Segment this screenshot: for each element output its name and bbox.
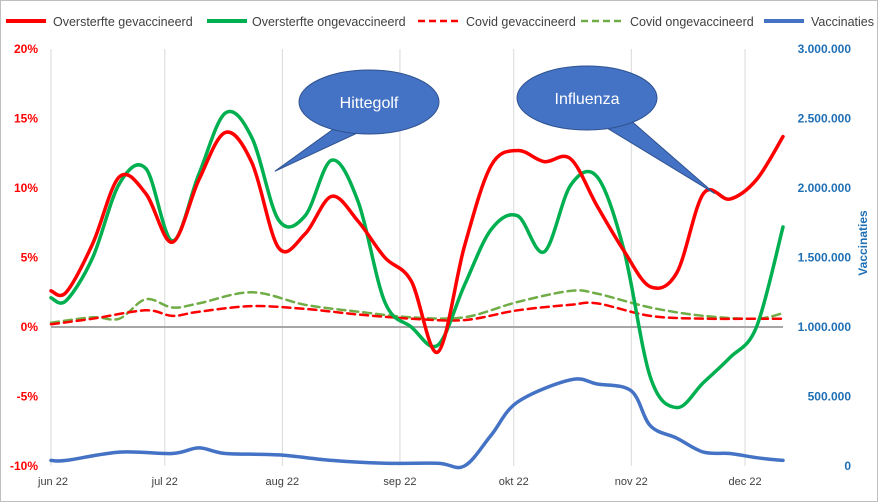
- x-tick-label: dec 22: [729, 476, 762, 488]
- y2-tick-label: 0: [844, 459, 851, 473]
- x-tick-label: jul 22: [151, 476, 178, 488]
- callout-bubble: [298, 69, 440, 135]
- legend-label: Covid ongevaccineerd: [630, 15, 754, 29]
- y-tick-label: 5%: [21, 251, 39, 265]
- legend-item: Covid ongevaccineerd: [581, 15, 754, 29]
- gridlines: [50, 49, 746, 466]
- callout-label: Hittegolf: [340, 95, 399, 112]
- y-tick-label: 10%: [14, 181, 38, 195]
- legend-item: Oversterfte gevaccineerd: [6, 15, 193, 29]
- legend-item: Oversterfte ongevaccineerd: [207, 15, 406, 29]
- y-tick-label: -10%: [10, 459, 38, 473]
- legend: Oversterfte gevaccineerd Oversterfte ong…: [6, 15, 874, 29]
- series-lines: [49, 109, 785, 470]
- y2-tick-label: 2.500.000: [798, 112, 852, 126]
- x-tick-label: jun 22: [37, 476, 68, 488]
- x-tick-label: sep 22: [383, 476, 416, 488]
- y2-tick-label: 2.000.000: [798, 181, 852, 195]
- series-line-covid-ongevaccineerd: [49, 289, 785, 325]
- legend-label: Covid gevaccineerd: [466, 15, 576, 29]
- y2-tick-label: 1.500.000: [798, 251, 852, 265]
- y2-tick-label: 3.000.000: [798, 42, 852, 56]
- y-tick-label: 15%: [14, 112, 38, 126]
- legend-label: Oversterfte gevaccineerd: [53, 15, 193, 29]
- x-tick-label: aug 22: [266, 476, 300, 488]
- x-tick-label: okt 22: [499, 476, 529, 488]
- series-line-vaccinaties: [49, 377, 785, 470]
- callout-bubble: [516, 65, 658, 131]
- x-tick-label: nov 22: [615, 476, 648, 488]
- callout-label: Influenza: [555, 91, 620, 108]
- legend-item: Vaccinaties: [764, 15, 874, 29]
- y-tick-label: 0%: [21, 320, 39, 334]
- legend-item: Covid gevaccineerd: [418, 15, 576, 29]
- legend-label: Vaccinaties: [811, 15, 874, 29]
- callout-tail: [600, 118, 716, 195]
- y-tick-label: -5%: [17, 390, 39, 404]
- right-axis-title: Vaccinaties: [856, 210, 870, 276]
- y2-tick-label: 500.000: [808, 390, 852, 404]
- series-line-oversterfte-ongevaccineerd: [49, 109, 785, 410]
- series-line-covid-gevaccineerd: [49, 301, 785, 326]
- y-tick-label: 20%: [14, 42, 38, 56]
- callout-hittegolf: Hittegolf: [274, 69, 440, 172]
- axis-ticks: -10% -5% 0% 5% 10% 15% 20% 0 500.000 1.000.000 1.5…: [10, 42, 851, 488]
- callout-influenza: Influenza: [516, 65, 716, 195]
- y2-tick-label: 1.000.000: [798, 320, 852, 334]
- series-line-oversterfte-gevaccineerd: [49, 130, 785, 354]
- legend-label: Oversterfte ongevaccineerd: [252, 15, 406, 29]
